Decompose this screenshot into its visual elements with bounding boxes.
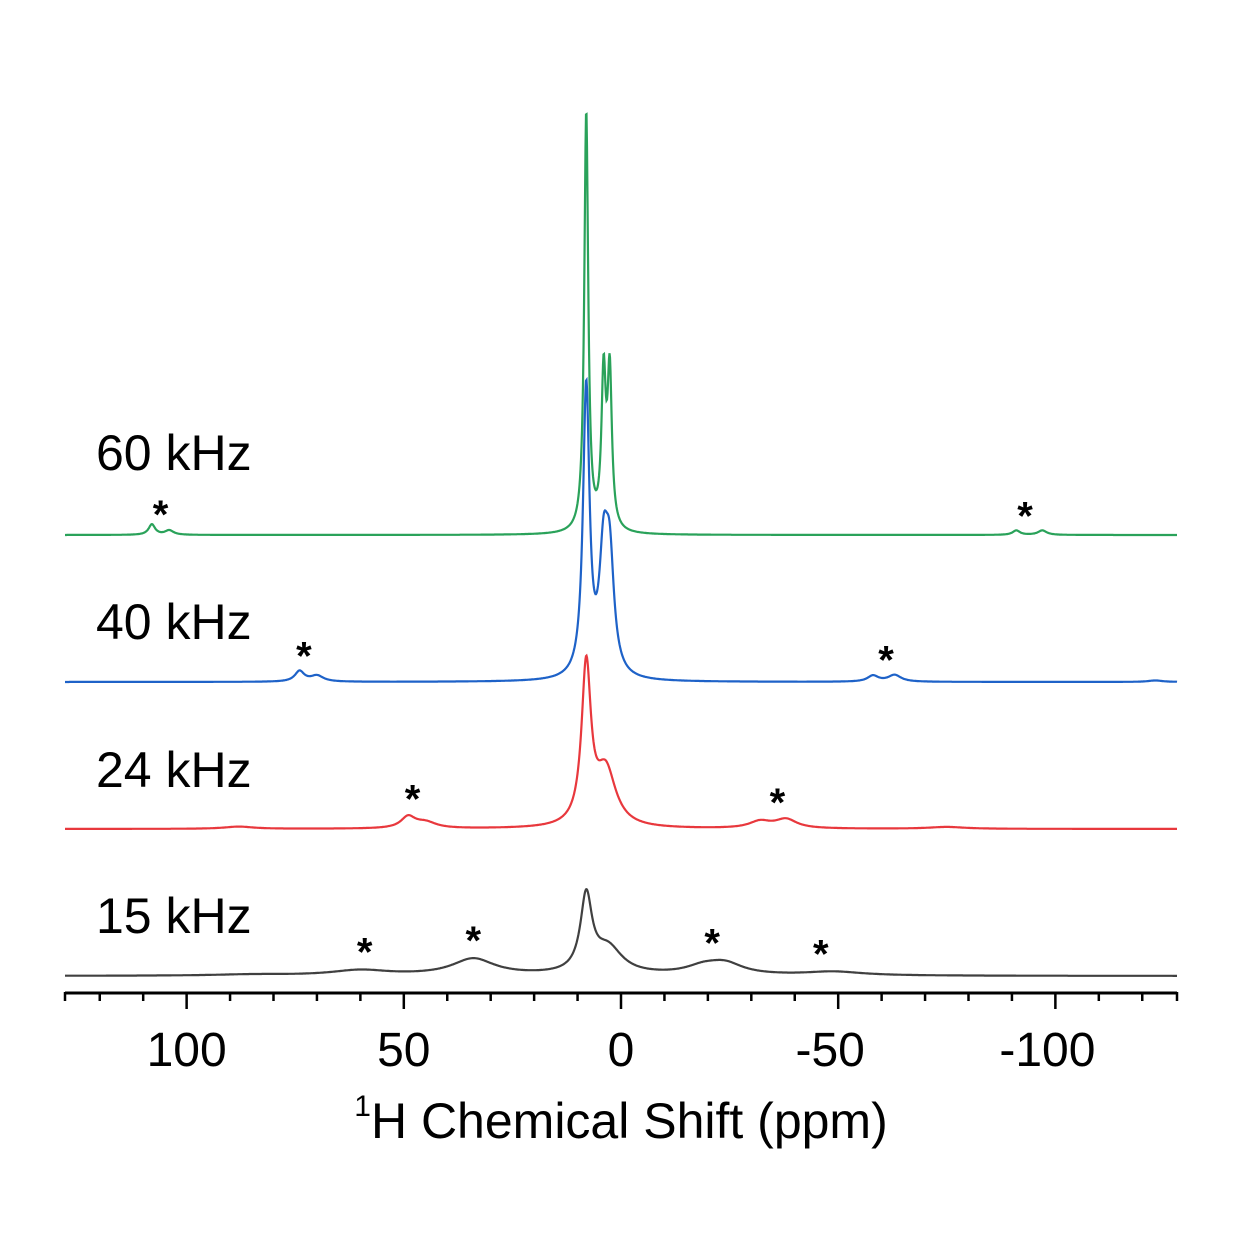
spectrum-trace-40-khz: [65, 376, 1178, 684]
sideband-asterisk: *: [405, 778, 421, 822]
spectra-traces: [65, 112, 1178, 977]
sideband-asterisk: *: [466, 919, 482, 963]
sideband-asterisk: *: [704, 921, 720, 965]
series-label: 40 kHz: [96, 594, 252, 650]
sideband-asterisk: *: [153, 493, 169, 537]
sideband-asterisk: *: [813, 933, 829, 977]
series-labels: 15 kHz 24 kHz 40 kHz 60 kHz: [96, 425, 252, 944]
x-axis-ticks: [63, 992, 1179, 1009]
sideband-markers: * * * * * * * * * *: [153, 493, 1033, 977]
x-tick-label: 50: [377, 1024, 430, 1077]
sideband-asterisk: *: [1017, 495, 1033, 539]
series-label: 24 kHz: [96, 742, 252, 798]
x-axis-title-text: Chemical Shift (ppm): [407, 1093, 888, 1149]
x-tick-label: -50: [796, 1024, 865, 1077]
x-axis-title-superscript: 1: [354, 1090, 371, 1123]
x-axis-tick-labels: 100 50 0 -50 -100: [147, 1024, 1096, 1077]
x-axis-title: 1H Chemical Shift (ppm): [354, 1090, 888, 1149]
series-label: 15 kHz: [96, 888, 252, 944]
x-axis-title-nucleus: H: [371, 1093, 407, 1149]
x-tick-label: 0: [608, 1024, 635, 1077]
sideband-asterisk: *: [296, 635, 312, 679]
sideband-asterisk: *: [357, 931, 373, 975]
x-tick-label: 100: [147, 1024, 227, 1077]
sideband-asterisk: *: [770, 781, 786, 825]
spectrum-trace-15-khz: [65, 887, 1177, 977]
spectrum-trace-60-khz: [65, 112, 1177, 537]
x-axis: 100 50 0 -50 -100: [63, 991, 1179, 1077]
spectrum-trace-24-khz: [65, 653, 1177, 830]
sideband-asterisk: *: [878, 639, 894, 683]
x-tick-label: -100: [999, 1024, 1095, 1077]
series-label: 60 kHz: [96, 425, 252, 481]
